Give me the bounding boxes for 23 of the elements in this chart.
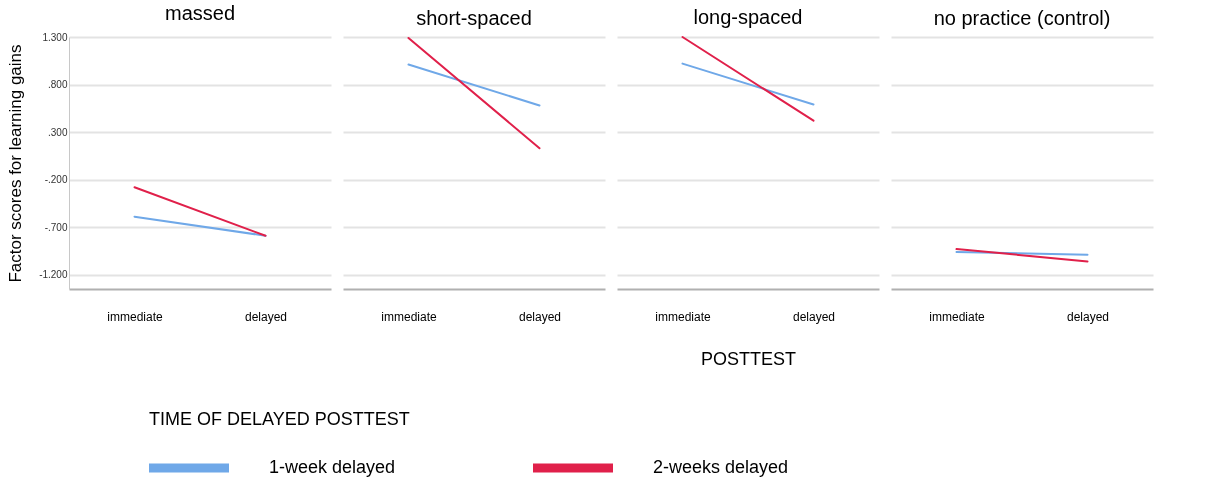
x-tick-label: immediate <box>655 309 711 324</box>
y-tick-label: .800 <box>48 79 68 91</box>
x-tick-label: delayed <box>792 309 836 324</box>
y-tick-label: -.200 <box>44 174 68 186</box>
x-tick-label: delayed <box>244 309 288 324</box>
legend-label: 1-week delayed <box>269 457 396 477</box>
chart-title: short-spaced <box>416 6 532 29</box>
x-tick-label: immediate <box>107 309 163 324</box>
x-axis-title: POSTTEST <box>700 348 797 369</box>
y-tick-label: 1.300 <box>42 31 68 43</box>
x-tick-label: delayed <box>1066 309 1110 324</box>
y-tick-label: .300 <box>48 126 68 138</box>
chart-title: massed <box>164 2 236 24</box>
chart-title: long-spaced <box>693 6 803 28</box>
legend-label: 2-weeks delayed <box>653 457 789 477</box>
x-tick-label: delayed <box>518 309 562 324</box>
legend-title: TIME OF DELAYED POSTTEST <box>149 409 410 429</box>
x-tick-label: immediate <box>381 309 437 324</box>
y-axis-title: Factor scores for learning gains <box>6 44 26 283</box>
y-tick-label: -.700 <box>44 221 68 233</box>
x-tick-label: immediate <box>929 309 985 324</box>
chart-title: no practice (control) <box>933 7 1111 29</box>
y-tick-label: -1.200 <box>39 269 68 281</box>
